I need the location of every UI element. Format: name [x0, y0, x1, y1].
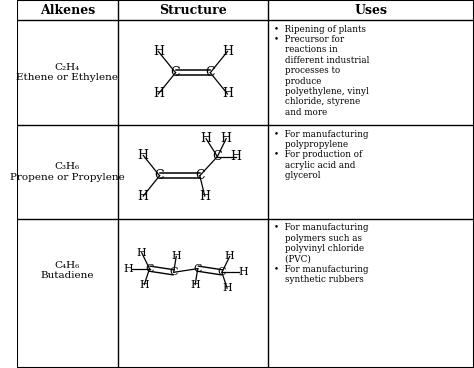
Text: C: C	[218, 267, 226, 277]
Text: H: H	[138, 149, 149, 162]
Text: H: H	[231, 150, 242, 163]
Text: H: H	[139, 280, 149, 290]
Text: H: H	[225, 251, 235, 261]
Text: C₃H₆
Propene or Propylene: C₃H₆ Propene or Propylene	[10, 162, 125, 182]
Text: Uses: Uses	[355, 4, 388, 17]
Text: C: C	[206, 66, 215, 79]
Text: H: H	[238, 267, 248, 277]
Text: Alkenes: Alkenes	[40, 4, 95, 17]
Text: H: H	[221, 132, 232, 145]
Text: H: H	[172, 251, 181, 261]
Text: C: C	[169, 267, 178, 277]
Text: C: C	[171, 66, 181, 79]
Text: H: H	[137, 248, 146, 258]
Text: H: H	[190, 280, 200, 290]
Text: H: H	[153, 45, 164, 58]
Text: C: C	[195, 169, 205, 182]
Text: H: H	[222, 88, 233, 100]
Text: •  For manufacturing
    polymers such as
    polyvinyl chloride
    (PVC)
•  Fo: • For manufacturing polymers such as pol…	[274, 223, 368, 284]
Text: H: H	[199, 190, 210, 202]
Text: H: H	[222, 283, 232, 293]
Text: •  Ripening of plants
•  Precursor for
    reactions in
    different industrial: • Ripening of plants • Precursor for rea…	[274, 25, 369, 117]
Text: C₄H₆
Butadiene: C₄H₆ Butadiene	[40, 261, 94, 280]
Text: H: H	[138, 190, 149, 202]
Text: C: C	[193, 263, 202, 274]
Text: H: H	[124, 263, 133, 274]
Text: H: H	[201, 132, 211, 145]
Text: C₂H₄
Ethene or Ethylene: C₂H₄ Ethene or Ethylene	[16, 63, 118, 82]
Text: C: C	[145, 263, 154, 274]
Text: C: C	[212, 150, 222, 163]
Text: H: H	[153, 88, 164, 100]
Text: •  For manufacturing
    polypropylene
•  For production of
    acrylic acid and: • For manufacturing polypropylene • For …	[274, 130, 368, 180]
Text: Structure: Structure	[159, 4, 227, 17]
Text: H: H	[222, 45, 233, 58]
Text: C: C	[155, 169, 164, 182]
